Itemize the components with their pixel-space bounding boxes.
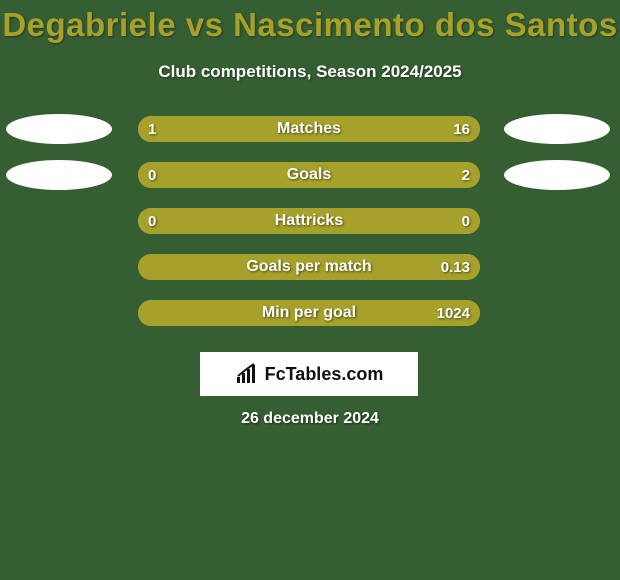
date-label: 26 december 2024 — [0, 410, 620, 428]
stat-row: 116Matches — [0, 108, 620, 154]
stat-rows: 116Matches 02Goals 00Hattricks 0.13Goals pe… — [0, 108, 620, 338]
stat-bar: 1024Min per goal — [138, 300, 480, 326]
player-right-marker — [504, 160, 610, 190]
comparison-card: Degabriele vs Nascimento dos Santos Club… — [0, 0, 620, 580]
player-right-marker — [504, 114, 610, 144]
stat-bar: 116Matches — [138, 116, 480, 142]
stat-bar: 0.13Goals per match — [138, 254, 480, 280]
player-left-marker — [6, 114, 112, 144]
stat-bar: 00Hattricks — [138, 208, 480, 234]
stat-row: 0.13Goals per match — [0, 246, 620, 292]
stat-metric-label: Min per goal — [138, 300, 480, 326]
stat-bar: 02Goals — [138, 162, 480, 188]
source-badge: FcTables.com — [200, 352, 418, 396]
source-badge-text: FcTables.com — [265, 364, 384, 385]
stat-row: 1024Min per goal — [0, 292, 620, 338]
stat-metric-label: Goals per match — [138, 254, 480, 280]
page-title: Degabriele vs Nascimento dos Santos — [0, 0, 620, 44]
stat-metric-label: Matches — [138, 116, 480, 142]
stat-metric-label: Goals — [138, 162, 480, 188]
stat-row: 02Goals — [0, 154, 620, 200]
stat-row: 00Hattricks — [0, 200, 620, 246]
bar-chart-icon — [235, 363, 259, 385]
page-subtitle: Club competitions, Season 2024/2025 — [0, 62, 620, 82]
player-left-marker — [6, 160, 112, 190]
stat-metric-label: Hattricks — [138, 208, 480, 234]
